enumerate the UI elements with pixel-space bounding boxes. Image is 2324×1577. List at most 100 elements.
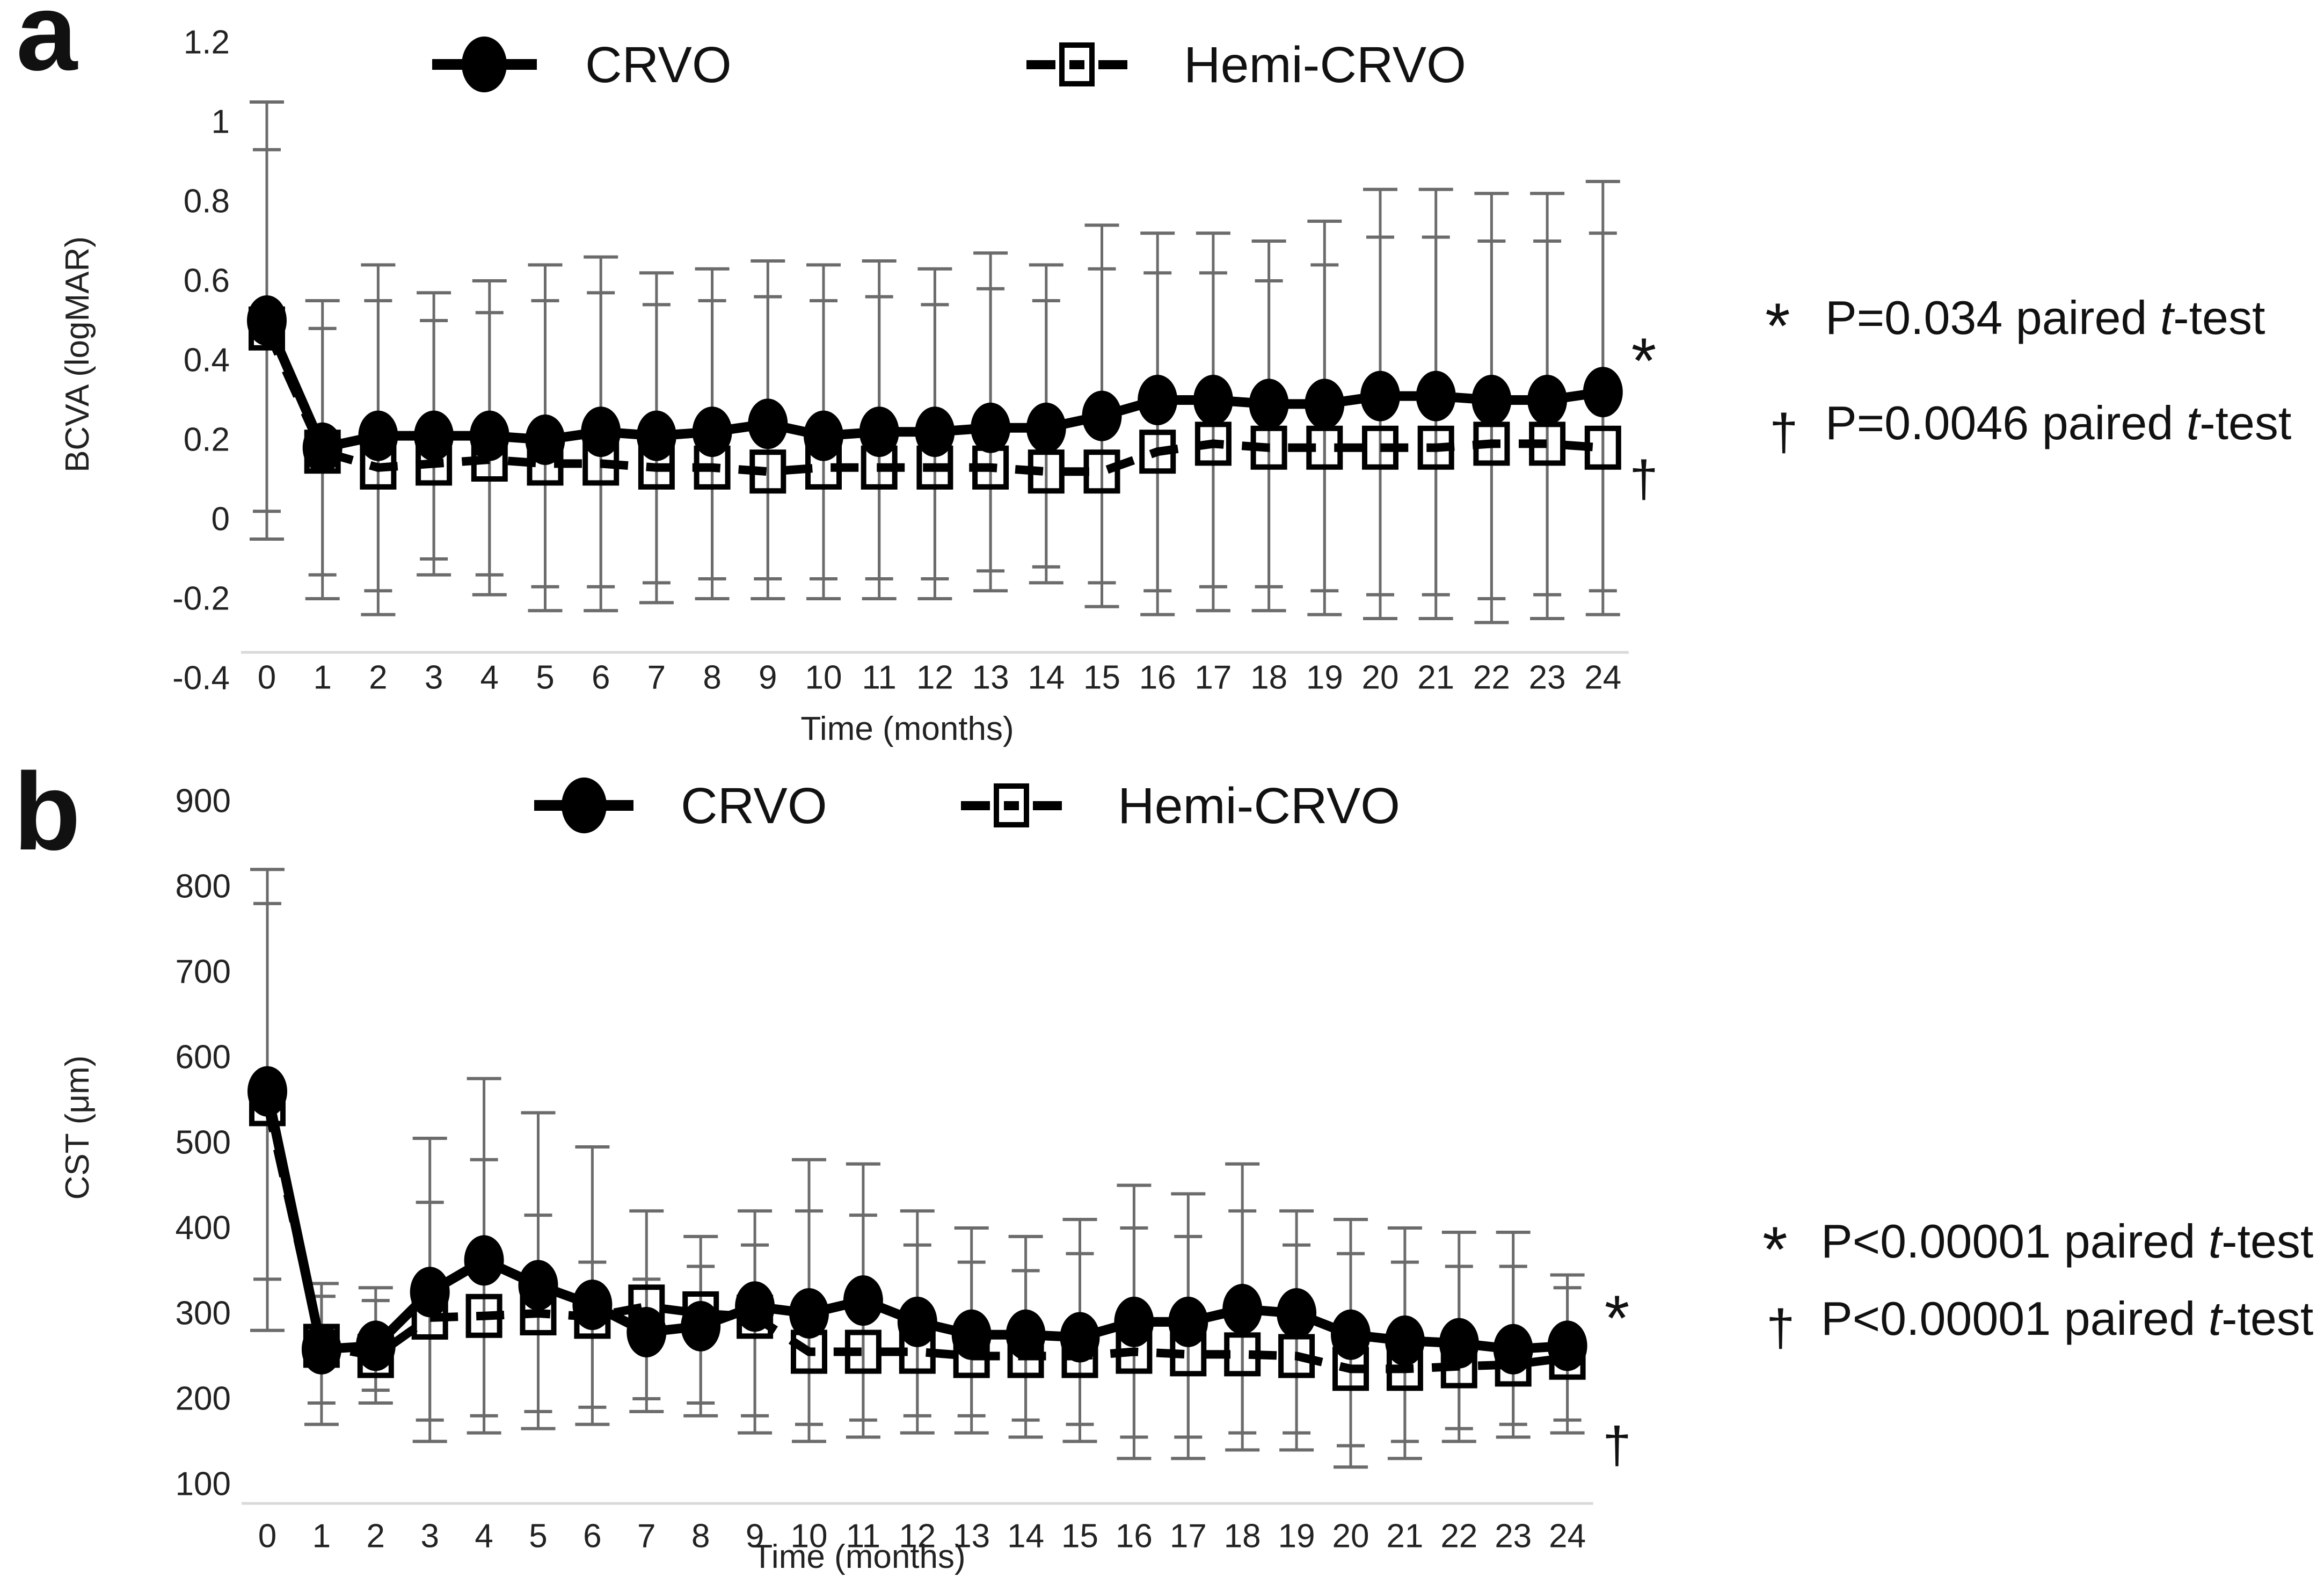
x-tick-label: 11 bbox=[846, 1518, 880, 1555]
legend-a-hemi-label: Hemi-CRVO bbox=[1184, 37, 1466, 93]
hemi-crvo-point bbox=[465, 1293, 502, 1338]
crvo-point bbox=[301, 1324, 341, 1375]
crvo-point bbox=[525, 415, 565, 465]
crvo-point bbox=[247, 295, 287, 346]
x-tick-label: 9 bbox=[759, 659, 777, 696]
x-tick-label: 6 bbox=[583, 1518, 601, 1555]
sig-dagger-marker: † bbox=[1602, 1416, 1631, 1474]
x-tick-label: 1 bbox=[313, 659, 331, 696]
crvo-point bbox=[1138, 375, 1178, 425]
x-tick-label: 12 bbox=[916, 659, 953, 696]
crvo-point bbox=[1006, 1309, 1046, 1360]
svg-text:P<0.00001 paired t-test: P<0.00001 paired t-test bbox=[1821, 1215, 2313, 1268]
crvo-point bbox=[971, 402, 1011, 453]
svg-text:P=0.0046 paired t-test: P=0.0046 paired t-test bbox=[1825, 396, 2291, 449]
x-tick-label: 21 bbox=[1386, 1518, 1423, 1555]
y-tick-label: 0.4 bbox=[184, 342, 230, 379]
hemi-crvo-point bbox=[749, 449, 786, 494]
hemi-crvo-point bbox=[1224, 1332, 1261, 1377]
crvo-point bbox=[1060, 1312, 1100, 1363]
y-tick-label: 600 bbox=[176, 1039, 231, 1076]
x-tick-label: 5 bbox=[536, 659, 554, 696]
x-tick-label: 8 bbox=[691, 1518, 710, 1555]
x-tick-label: 17 bbox=[1170, 1518, 1207, 1555]
annotation-b-dagger: † P<0.00001 paired t-test bbox=[1766, 1292, 2313, 1357]
crvo-point bbox=[410, 1267, 450, 1318]
y-tick-label: 0.2 bbox=[184, 421, 230, 459]
hemi-crvo-line bbox=[263, 1103, 1568, 1373]
y-tick-label: 1 bbox=[212, 104, 230, 141]
axis-title-cst: CST (μm) bbox=[59, 1056, 96, 1200]
annotation-a-star: * P=0.034 paired t-test bbox=[1765, 290, 2265, 362]
crvo-point bbox=[1583, 367, 1623, 418]
crvo-point bbox=[636, 410, 676, 461]
x-tick-label: 13 bbox=[953, 1518, 990, 1555]
crvo-point bbox=[355, 1320, 396, 1371]
crvo-point bbox=[748, 398, 788, 449]
crvo-point bbox=[1416, 370, 1456, 421]
legend-b-crvo-marker-icon bbox=[534, 777, 633, 833]
hemi-crvo-point bbox=[1083, 449, 1120, 494]
crvo-point bbox=[843, 1275, 883, 1326]
y-tick-label: 900 bbox=[176, 783, 231, 820]
crvo-point bbox=[859, 406, 899, 457]
x-tick-label: 19 bbox=[1278, 1518, 1315, 1555]
x-tick-label: 14 bbox=[1028, 659, 1065, 696]
crvo-point bbox=[1493, 1324, 1533, 1375]
x-tick-label: 1 bbox=[312, 1518, 331, 1555]
y-tick-label: 0.8 bbox=[184, 183, 230, 220]
crvo-point bbox=[789, 1288, 829, 1339]
x-tick-label: 13 bbox=[972, 659, 1009, 696]
y-tick-label: 200 bbox=[176, 1380, 231, 1418]
x-tick-label: 11 bbox=[862, 659, 897, 696]
y-tick-label: 300 bbox=[176, 1295, 231, 1332]
crvo-point bbox=[469, 410, 509, 461]
y-tick-label: 0.6 bbox=[184, 263, 230, 300]
x-tick-label: 10 bbox=[791, 1518, 828, 1555]
crvo-point bbox=[1439, 1318, 1479, 1369]
crvo-point bbox=[1385, 1315, 1425, 1366]
x-tick-label: 9 bbox=[746, 1518, 764, 1555]
x-tick-label: 5 bbox=[529, 1518, 547, 1555]
x-tick-label: 17 bbox=[1194, 659, 1232, 696]
crvo-point bbox=[1249, 379, 1289, 430]
axis-title-time-a: Time (months) bbox=[800, 710, 1014, 747]
sig-dagger-marker: † bbox=[1629, 450, 1658, 508]
x-tick-label: 7 bbox=[637, 1518, 655, 1555]
svg-text:*: * bbox=[1765, 290, 1790, 362]
svg-text:P<0.00001 paired t-test: P<0.00001 paired t-test bbox=[1821, 1292, 2313, 1345]
crvo-point bbox=[735, 1281, 775, 1332]
crvo-point bbox=[692, 406, 732, 457]
legend-a-crvo-label: CRVO bbox=[585, 37, 732, 93]
crvo-point bbox=[358, 410, 398, 461]
x-tick-label: 2 bbox=[367, 1518, 385, 1555]
legend-b: CRVO Hemi-CRVO bbox=[534, 777, 1400, 834]
sig-star-marker: * bbox=[1605, 1282, 1630, 1354]
x-tick-label: 4 bbox=[480, 659, 499, 696]
x-tick-label: 21 bbox=[1417, 659, 1454, 696]
panel-b-letter: b bbox=[13, 750, 81, 873]
crvo-point bbox=[1527, 375, 1568, 425]
crvo-point bbox=[302, 422, 343, 473]
svg-text:†: † bbox=[1769, 404, 1798, 461]
x-tick-label: 24 bbox=[1549, 1518, 1586, 1555]
x-tick-label: 20 bbox=[1332, 1518, 1369, 1555]
x-tick-label: 0 bbox=[258, 659, 276, 696]
crvo-point bbox=[518, 1260, 558, 1311]
hemi-crvo-point bbox=[1584, 425, 1621, 470]
crvo-point bbox=[1277, 1288, 1317, 1339]
axis-title-bcva: BCVA (logMAR) bbox=[59, 236, 96, 473]
x-tick-label: 23 bbox=[1529, 659, 1566, 696]
y-tick-label: -0.2 bbox=[172, 580, 230, 617]
x-tick-label: 0 bbox=[258, 1518, 276, 1555]
x-tick-label: 12 bbox=[899, 1518, 936, 1555]
y-tick-label: 800 bbox=[176, 868, 231, 905]
crvo-point bbox=[951, 1309, 992, 1360]
crvo-point bbox=[1026, 402, 1066, 453]
crvo-point bbox=[1305, 379, 1345, 430]
x-tick-label: 3 bbox=[420, 1518, 439, 1555]
y-tick-label: 0 bbox=[212, 501, 230, 538]
y-tick-label: 100 bbox=[176, 1466, 231, 1503]
